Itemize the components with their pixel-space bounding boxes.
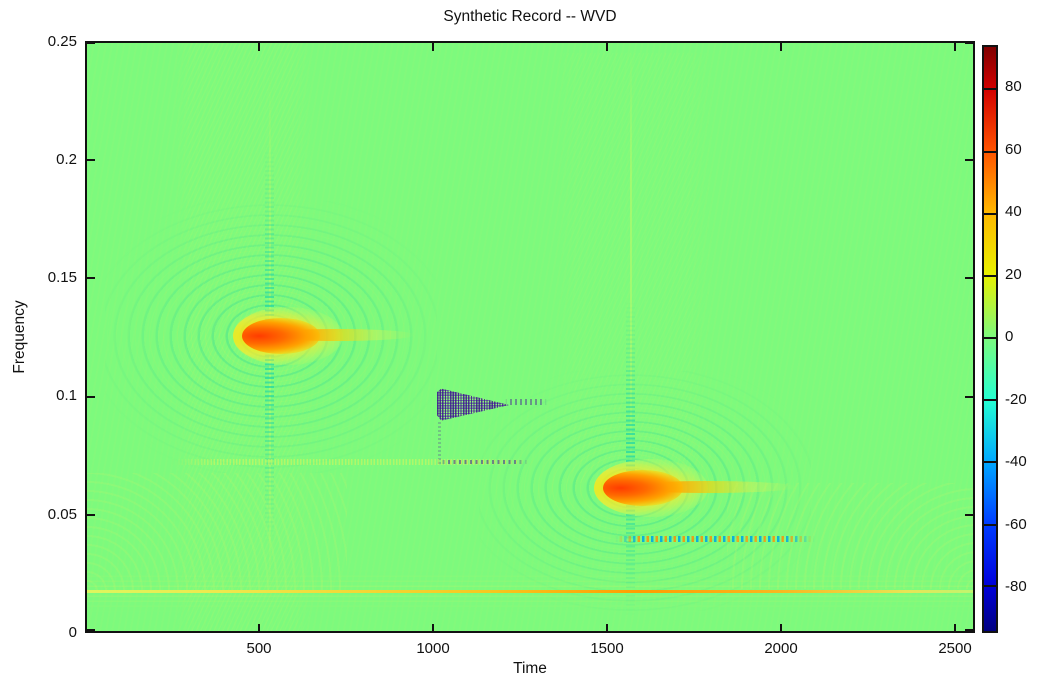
colorbar-label: 0: [1005, 328, 1014, 345]
x-tick-label: 2500: [938, 640, 972, 657]
wavelet2-vertical-ripples: [626, 298, 635, 618]
cross-term-stripe-faint: [172, 459, 528, 465]
x-tick: [432, 624, 434, 632]
negative-cross-term-tail: [505, 399, 547, 405]
x-tick-top: [780, 43, 782, 51]
wavelet1-orange-core: [242, 318, 320, 354]
x-tick-top: [258, 43, 260, 51]
colorbar-tick: [984, 274, 996, 277]
y-tick: [87, 396, 95, 398]
x-tick: [606, 624, 608, 632]
colorbar-tick: [984, 88, 996, 91]
y-tick-right: [965, 396, 973, 398]
y-tick-label: 0.25: [47, 33, 77, 50]
colorbar-tick: [984, 461, 996, 464]
low-frequency-line: [87, 590, 973, 593]
y-tick: [87, 159, 95, 161]
colorbar-label: -80: [1005, 578, 1027, 595]
colorbar-label: 80: [1005, 78, 1022, 95]
x-tick-top: [432, 43, 434, 51]
colorbar-tick: [984, 585, 996, 588]
x-tick: [954, 624, 956, 632]
y-tick-right: [965, 159, 973, 161]
y-tick-label: 0: [68, 624, 77, 641]
colorbar-label: -60: [1005, 516, 1027, 533]
y-tick: [87, 514, 95, 516]
colorbar-label: 60: [1005, 141, 1022, 158]
heatmap-plot-area: [85, 41, 975, 633]
colorbar-label: 40: [1005, 203, 1022, 220]
y-tick: [87, 629, 95, 631]
chart-title: Synthetic Record -- WVD: [443, 8, 617, 25]
oscillatory-band: [615, 536, 815, 542]
y-tick-right: [965, 42, 973, 44]
x-tick: [780, 624, 782, 632]
y-tick-right: [965, 629, 973, 631]
x-axis-label: Time: [513, 660, 547, 677]
colorbar-tick: [984, 212, 996, 215]
y-tick-right: [965, 277, 973, 279]
wavelet2-vertical-line: [630, 43, 632, 493]
x-tick-top: [954, 43, 956, 51]
colorbar-label: -20: [1005, 391, 1027, 408]
y-tick: [87, 277, 95, 279]
colorbar: [982, 45, 998, 633]
x-tick-label: 1000: [416, 640, 450, 657]
y-tick-label: 0.1: [56, 387, 77, 404]
y-tick-label: 0.05: [47, 506, 77, 523]
colorbar-tick: [984, 399, 996, 402]
y-tick: [87, 42, 95, 44]
x-tick-top: [606, 43, 608, 51]
colorbar-tick: [984, 523, 996, 526]
cross-term-vertical-connector: [438, 420, 441, 464]
wavelet2-orange-core: [603, 470, 683, 506]
x-tick-label: 1500: [590, 640, 624, 657]
x-tick-label: 2000: [764, 640, 798, 657]
corner-fan-left: [87, 473, 347, 591]
cross-term-stripe-dark-segment: [437, 460, 529, 464]
heatmap-canvas: [87, 43, 973, 631]
y-tick-right: [965, 514, 973, 516]
colorbar-label: 20: [1005, 266, 1022, 283]
x-tick-label: 500: [246, 640, 272, 657]
corner-fan-right: [727, 483, 973, 589]
x-tick: [258, 624, 260, 632]
y-tick-label: 0.2: [56, 151, 77, 168]
colorbar-label: -40: [1005, 453, 1027, 470]
y-axis-label: Frequency: [11, 300, 28, 374]
colorbar-tick: [984, 337, 996, 340]
faint-texture-band-2: [555, 53, 715, 483]
y-tick-label: 0.15: [47, 269, 77, 286]
colorbar-tick: [984, 150, 996, 153]
